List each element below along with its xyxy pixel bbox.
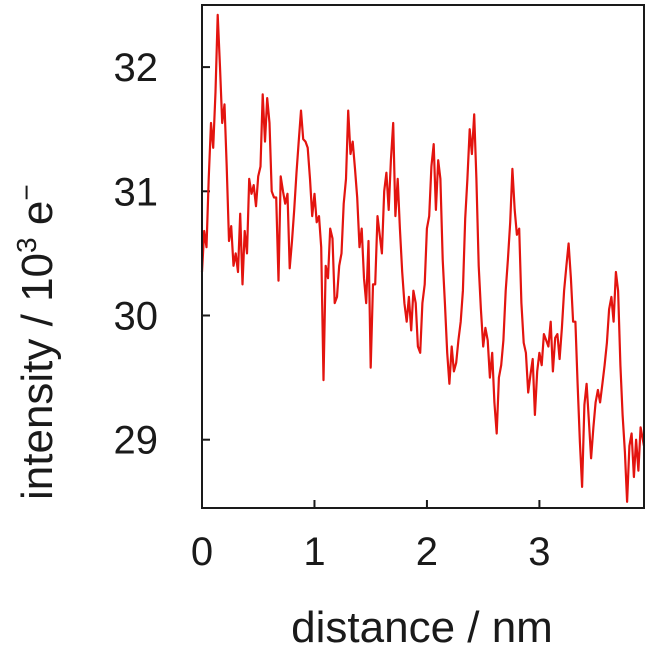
y-tick-label: 32 xyxy=(114,46,159,90)
x-tick-label: 1 xyxy=(303,530,325,574)
y-axis-label: intensity / 103 e− xyxy=(11,184,62,500)
svg-text:intensity / 103 e−: intensity / 103 e− xyxy=(11,184,62,500)
plot-frame xyxy=(201,4,645,509)
y-axis-label-prefix: intensity / 10 xyxy=(13,253,62,500)
x-tick-label: 3 xyxy=(528,530,550,574)
x-axis-label: distance / nm xyxy=(291,603,553,652)
axis-ticks: 0 1 2 3 29 30 31 32 xyxy=(114,46,551,574)
series-line xyxy=(200,13,646,503)
y-tick-label: 31 xyxy=(114,170,159,214)
y-tick-label: 29 xyxy=(114,419,159,463)
y-axis-label-exponent: 3 xyxy=(11,237,42,253)
y-axis-label-unit-superscript: − xyxy=(11,184,42,200)
y-axis-label-unit: e xyxy=(13,201,62,225)
x-tick-label: 2 xyxy=(416,530,438,574)
x-tick-label: 0 xyxy=(191,530,213,574)
y-tick-label: 30 xyxy=(114,294,159,338)
